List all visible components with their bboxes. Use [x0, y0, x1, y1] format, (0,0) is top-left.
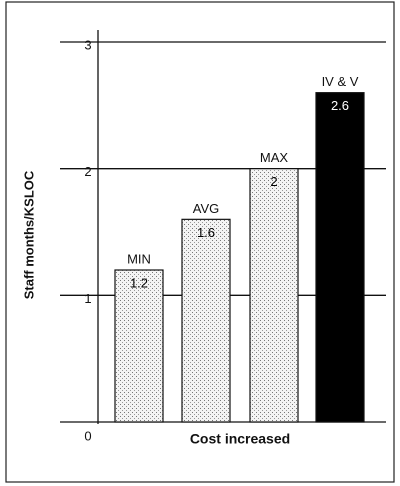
- category-label: MAX: [260, 150, 289, 165]
- value-label: 2: [270, 174, 277, 189]
- bar: [315, 92, 365, 423]
- frame: [5, 1, 395, 483]
- bar: [249, 168, 299, 423]
- value-label: 1.6: [197, 225, 215, 240]
- category-label: AVG: [193, 201, 220, 216]
- y-tick-label: 1: [84, 291, 91, 306]
- y-tick-label: 0: [84, 428, 91, 443]
- y-axis-label: Staff months/KSLOC: [21, 170, 36, 299]
- value-label: 1.2: [130, 275, 148, 290]
- bar: [181, 218, 231, 423]
- value-label: 2.6: [331, 98, 349, 113]
- y-tick-label: 2: [84, 164, 91, 179]
- y-tick-label: 3: [84, 37, 91, 52]
- bar: [114, 269, 164, 423]
- category-label: IV & V: [322, 74, 359, 89]
- category-label: MIN: [127, 251, 151, 266]
- x-axis-label: Cost increased: [190, 431, 290, 447]
